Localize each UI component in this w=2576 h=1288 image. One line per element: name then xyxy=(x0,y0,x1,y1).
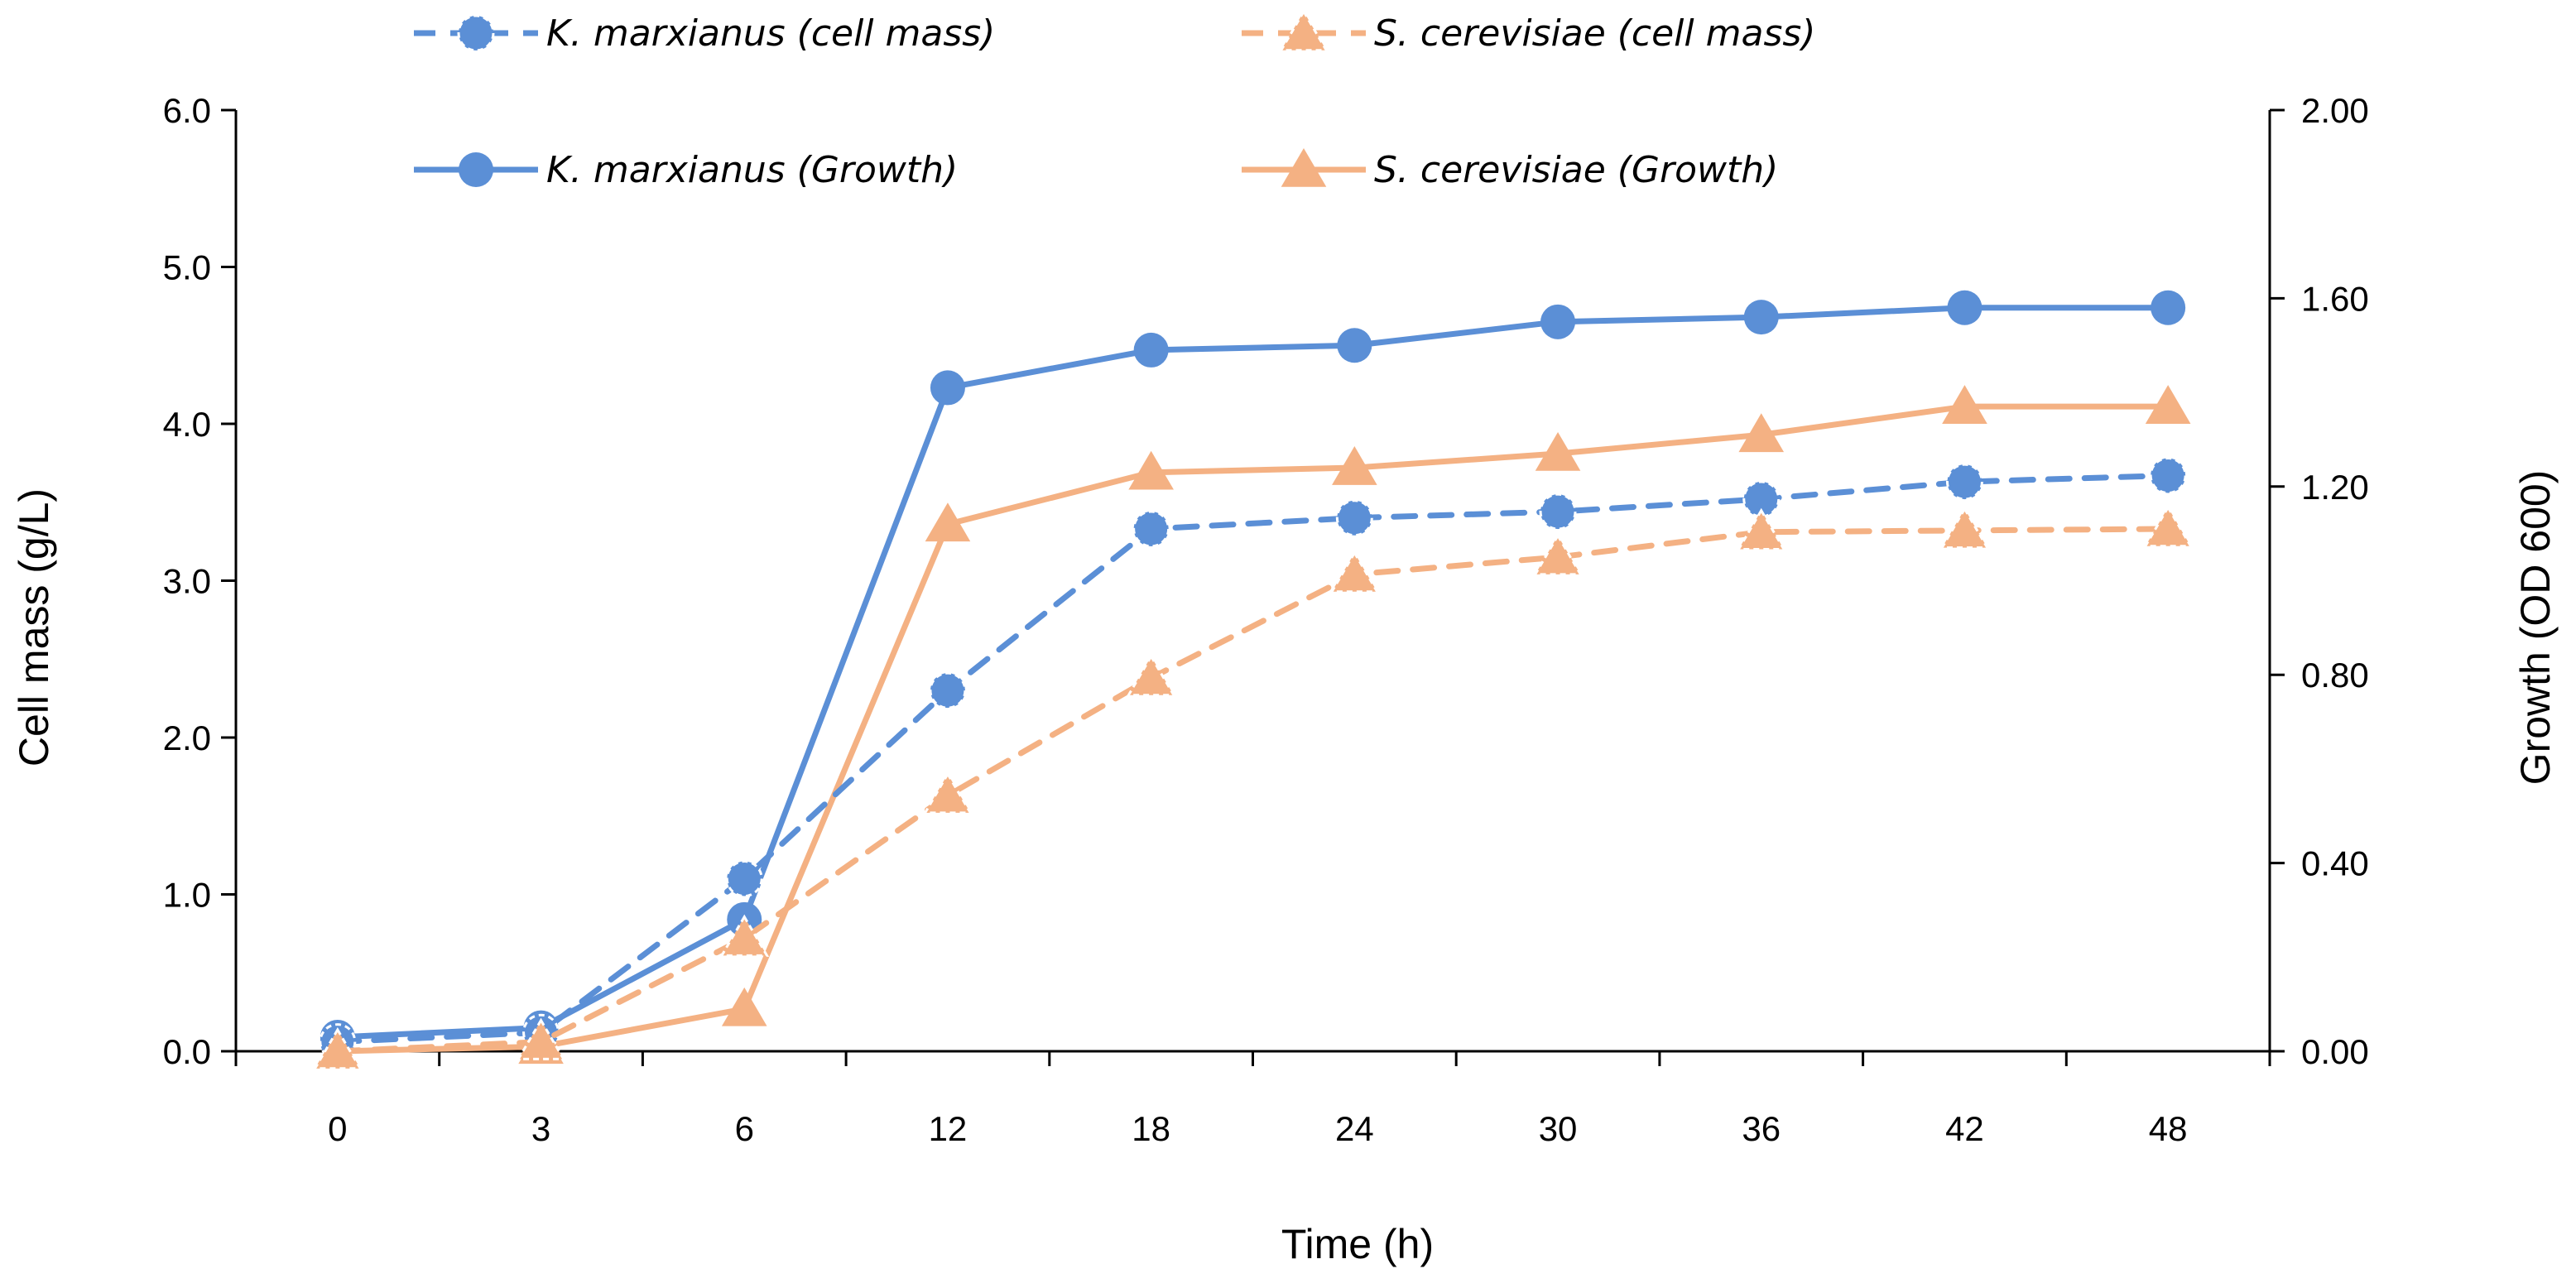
y-left-tick-label: 3.0 xyxy=(163,562,211,601)
y-axis-right-title: Growth (OD 600) xyxy=(2512,470,2559,786)
data-point xyxy=(930,370,965,406)
legend-label: K. marxianus (Growth) xyxy=(546,149,958,191)
legend-item: S. cerevisiae (Growth) xyxy=(1242,148,1778,191)
y-left-tick-label: 4.0 xyxy=(163,405,211,444)
y-right-tick-label: 0.00 xyxy=(2301,1032,2369,1071)
data-point xyxy=(1539,493,1577,531)
series-1 xyxy=(312,504,2194,1070)
data-point xyxy=(1947,290,1982,325)
y-left-tick-label: 5.0 xyxy=(163,248,211,287)
data-point xyxy=(1332,446,1377,485)
series-line xyxy=(334,473,2171,1045)
series-2 xyxy=(320,290,2186,1055)
series-layer xyxy=(312,290,2194,1070)
data-point xyxy=(1738,413,1785,453)
data-point xyxy=(1742,480,1781,518)
legend-label: K. marxianus (cell mass) xyxy=(546,12,995,55)
legend-marker xyxy=(459,152,493,187)
series-0 xyxy=(319,457,2187,1061)
data-point xyxy=(2145,385,2191,424)
data-point xyxy=(1945,463,1983,501)
data-point xyxy=(1329,550,1380,594)
legend-item: K. marxianus (Growth) xyxy=(414,149,958,191)
legend: K. marxianus (cell mass) S. cerevisiae (c… xyxy=(414,9,1815,191)
x-axis-title: Time (h) xyxy=(1281,1221,1434,1267)
y-right-tick-label: 0.40 xyxy=(2301,844,2369,883)
data-point xyxy=(1743,300,1779,335)
y-left-tick-label: 2.0 xyxy=(163,718,211,757)
legend-item: K. marxianus (cell mass) xyxy=(414,12,995,55)
legend-item: S. cerevisiae (cell mass) xyxy=(1242,9,1815,55)
data-point xyxy=(2143,504,2194,548)
data-point xyxy=(1939,506,1990,550)
y-axis-left-title: Cell mass (g/L) xyxy=(11,488,57,767)
x-tick-label: 18 xyxy=(1132,1109,1170,1148)
x-tick-label: 3 xyxy=(531,1109,550,1148)
data-point xyxy=(923,771,973,815)
series-line xyxy=(334,526,2171,1055)
ticks: 0.0 1.0 2.0 3.0 4.0 5.0 6.0 0.00 0.40 0.80 1.20 1.6… xyxy=(163,91,2369,1148)
x-tick-label: 6 xyxy=(735,1109,754,1148)
axes xyxy=(234,110,2271,1053)
data-point xyxy=(1126,654,1176,697)
data-point xyxy=(1335,499,1373,537)
series-line xyxy=(334,403,2171,1055)
data-point xyxy=(1535,432,1581,471)
data-point xyxy=(1942,385,1987,424)
data-point xyxy=(516,1017,566,1060)
x-tick-label: 36 xyxy=(1742,1109,1781,1148)
legend-label: S. cerevisiae (Growth) xyxy=(1374,149,1778,191)
data-point xyxy=(925,502,971,542)
x-tick-label: 0 xyxy=(328,1109,347,1148)
y-left-tick-label: 1.0 xyxy=(163,876,211,915)
data-point xyxy=(1133,332,1169,368)
data-point xyxy=(1736,507,1786,551)
data-point xyxy=(1540,304,1576,339)
data-point xyxy=(1128,450,1174,490)
x-tick-label: 48 xyxy=(2149,1109,2188,1148)
y-left-tick-label: 0.0 xyxy=(163,1032,211,1071)
x-tick-label: 42 xyxy=(1945,1109,1984,1148)
legend-marker xyxy=(457,14,495,52)
data-point xyxy=(725,860,763,898)
data-point xyxy=(721,987,767,1026)
legend-label: S. cerevisiae (cell mass) xyxy=(1374,12,1815,55)
y-right-tick-label: 2.00 xyxy=(2301,91,2369,130)
data-point xyxy=(312,1027,363,1070)
x-tick-label: 30 xyxy=(1539,1109,1578,1148)
data-point xyxy=(1337,328,1372,363)
y-right-tick-label: 1.60 xyxy=(2301,279,2369,318)
y-left-tick-label: 6.0 xyxy=(163,91,211,130)
data-point xyxy=(719,914,770,957)
data-point xyxy=(1533,533,1583,576)
data-point xyxy=(2149,457,2187,495)
data-point xyxy=(2151,290,2186,325)
y-right-tick-label: 1.20 xyxy=(2301,468,2369,507)
data-point xyxy=(929,671,967,709)
x-tick-label: 12 xyxy=(929,1109,968,1148)
x-tick-label: 24 xyxy=(1335,1109,1374,1148)
legend-marker xyxy=(1281,148,1327,187)
series-line xyxy=(334,305,2171,1040)
legend-marker xyxy=(1279,9,1329,52)
y-right-tick-label: 0.80 xyxy=(2301,656,2369,694)
data-point xyxy=(1132,510,1170,548)
